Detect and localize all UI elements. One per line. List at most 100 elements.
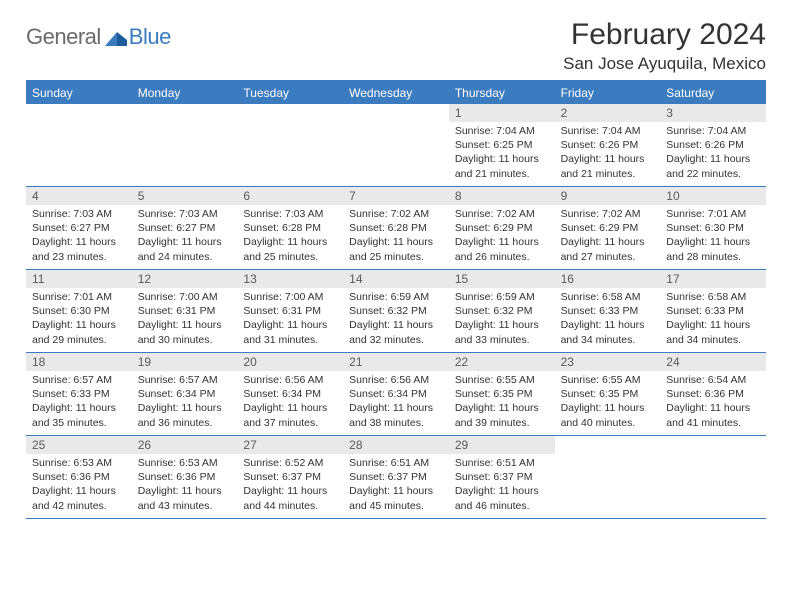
day-number: 14	[343, 270, 449, 288]
day-of-week-header: Sunday Monday Tuesday Wednesday Thursday…	[26, 82, 766, 104]
sunset-text: Sunset: 6:30 PM	[32, 304, 126, 318]
daylight-text: Daylight: 11 hours and 29 minutes.	[32, 318, 126, 346]
daylight-text: Daylight: 11 hours and 24 minutes.	[138, 235, 232, 263]
daylight-text: Daylight: 11 hours and 35 minutes.	[32, 401, 126, 429]
day-number: 20	[237, 353, 343, 371]
daylight-text: Daylight: 11 hours and 25 minutes.	[349, 235, 443, 263]
day-details: Sunrise: 7:00 AMSunset: 6:31 PMDaylight:…	[237, 288, 343, 351]
day-number: 15	[449, 270, 555, 288]
daylight-text: Daylight: 11 hours and 33 minutes.	[455, 318, 549, 346]
day-number: 9	[555, 187, 661, 205]
day-details: Sunrise: 6:57 AMSunset: 6:34 PMDaylight:…	[132, 371, 238, 434]
day-number: 8	[449, 187, 555, 205]
sunrise-text: Sunrise: 7:04 AM	[455, 124, 549, 138]
day-details: Sunrise: 7:04 AMSunset: 6:26 PMDaylight:…	[555, 122, 661, 185]
sunrise-text: Sunrise: 7:04 AM	[561, 124, 655, 138]
day-details: Sunrise: 7:04 AMSunset: 6:25 PMDaylight:…	[449, 122, 555, 185]
sunrise-text: Sunrise: 7:01 AM	[32, 290, 126, 304]
calendar-cell: 9Sunrise: 7:02 AMSunset: 6:29 PMDaylight…	[555, 187, 661, 269]
day-number: 4	[26, 187, 132, 205]
dow-thursday: Thursday	[449, 82, 555, 104]
calendar-cell: 2Sunrise: 7:04 AMSunset: 6:26 PMDaylight…	[555, 104, 661, 186]
calendar-cell: 25Sunrise: 6:53 AMSunset: 6:36 PMDayligh…	[26, 436, 132, 518]
sunset-text: Sunset: 6:28 PM	[243, 221, 337, 235]
calendar-cell-blank	[132, 104, 238, 186]
daylight-text: Daylight: 11 hours and 34 minutes.	[561, 318, 655, 346]
calendar-cell: 26Sunrise: 6:53 AMSunset: 6:36 PMDayligh…	[132, 436, 238, 518]
calendar-week: 11Sunrise: 7:01 AMSunset: 6:30 PMDayligh…	[26, 270, 766, 353]
day-details: Sunrise: 7:03 AMSunset: 6:27 PMDaylight:…	[132, 205, 238, 268]
sunrise-text: Sunrise: 7:00 AM	[138, 290, 232, 304]
day-number: 21	[343, 353, 449, 371]
day-number: 29	[449, 436, 555, 454]
day-details: Sunrise: 7:02 AMSunset: 6:28 PMDaylight:…	[343, 205, 449, 268]
sunset-text: Sunset: 6:34 PM	[243, 387, 337, 401]
sunset-text: Sunset: 6:35 PM	[561, 387, 655, 401]
sunrise-text: Sunrise: 6:57 AM	[138, 373, 232, 387]
daylight-text: Daylight: 11 hours and 31 minutes.	[243, 318, 337, 346]
calendar-cell-blank	[555, 436, 661, 518]
day-number: 12	[132, 270, 238, 288]
sunrise-text: Sunrise: 7:03 AM	[32, 207, 126, 221]
dow-wednesday: Wednesday	[343, 82, 449, 104]
daylight-text: Daylight: 11 hours and 36 minutes.	[138, 401, 232, 429]
day-details: Sunrise: 7:02 AMSunset: 6:29 PMDaylight:…	[449, 205, 555, 268]
page-title: February 2024	[563, 18, 766, 52]
sunset-text: Sunset: 6:36 PM	[138, 470, 232, 484]
day-details: Sunrise: 6:58 AMSunset: 6:33 PMDaylight:…	[555, 288, 661, 351]
calendar: Sunday Monday Tuesday Wednesday Thursday…	[26, 80, 766, 519]
day-details: Sunrise: 6:55 AMSunset: 6:35 PMDaylight:…	[555, 371, 661, 434]
sunrise-text: Sunrise: 6:56 AM	[243, 373, 337, 387]
sunrise-text: Sunrise: 7:00 AM	[243, 290, 337, 304]
sunrise-text: Sunrise: 6:53 AM	[32, 456, 126, 470]
day-number: 10	[660, 187, 766, 205]
calendar-cell: 27Sunrise: 6:52 AMSunset: 6:37 PMDayligh…	[237, 436, 343, 518]
dow-saturday: Saturday	[660, 82, 766, 104]
logo-text-blue: Blue	[129, 24, 171, 50]
calendar-cell: 24Sunrise: 6:54 AMSunset: 6:36 PMDayligh…	[660, 353, 766, 435]
sunset-text: Sunset: 6:33 PM	[561, 304, 655, 318]
day-details: Sunrise: 6:57 AMSunset: 6:33 PMDaylight:…	[26, 371, 132, 434]
daylight-text: Daylight: 11 hours and 22 minutes.	[666, 152, 760, 180]
sunrise-text: Sunrise: 6:52 AM	[243, 456, 337, 470]
calendar-cell: 12Sunrise: 7:00 AMSunset: 6:31 PMDayligh…	[132, 270, 238, 352]
daylight-text: Daylight: 11 hours and 44 minutes.	[243, 484, 337, 512]
sunset-text: Sunset: 6:27 PM	[138, 221, 232, 235]
day-details: Sunrise: 6:59 AMSunset: 6:32 PMDaylight:…	[449, 288, 555, 351]
daylight-text: Daylight: 11 hours and 32 minutes.	[349, 318, 443, 346]
daylight-text: Daylight: 11 hours and 34 minutes.	[666, 318, 760, 346]
calendar-week: 18Sunrise: 6:57 AMSunset: 6:33 PMDayligh…	[26, 353, 766, 436]
day-details: Sunrise: 6:54 AMSunset: 6:36 PMDaylight:…	[660, 371, 766, 434]
day-number: 2	[555, 104, 661, 122]
sunrise-text: Sunrise: 6:53 AM	[138, 456, 232, 470]
sunset-text: Sunset: 6:26 PM	[561, 138, 655, 152]
calendar-cell: 6Sunrise: 7:03 AMSunset: 6:28 PMDaylight…	[237, 187, 343, 269]
header-right: February 2024 San Jose Ayuquila, Mexico	[563, 18, 766, 74]
sunset-text: Sunset: 6:34 PM	[138, 387, 232, 401]
day-number: 27	[237, 436, 343, 454]
daylight-text: Daylight: 11 hours and 27 minutes.	[561, 235, 655, 263]
daylight-text: Daylight: 11 hours and 37 minutes.	[243, 401, 337, 429]
day-number: 28	[343, 436, 449, 454]
calendar-cell: 13Sunrise: 7:00 AMSunset: 6:31 PMDayligh…	[237, 270, 343, 352]
day-details: Sunrise: 7:02 AMSunset: 6:29 PMDaylight:…	[555, 205, 661, 268]
daylight-text: Daylight: 11 hours and 45 minutes.	[349, 484, 443, 512]
sunset-text: Sunset: 6:32 PM	[349, 304, 443, 318]
sunrise-text: Sunrise: 6:55 AM	[455, 373, 549, 387]
day-details: Sunrise: 6:53 AMSunset: 6:36 PMDaylight:…	[26, 454, 132, 517]
calendar-cell: 29Sunrise: 6:51 AMSunset: 6:37 PMDayligh…	[449, 436, 555, 518]
day-details: Sunrise: 7:03 AMSunset: 6:27 PMDaylight:…	[26, 205, 132, 268]
sunrise-text: Sunrise: 7:04 AM	[666, 124, 760, 138]
sunset-text: Sunset: 6:37 PM	[455, 470, 549, 484]
calendar-cell: 28Sunrise: 6:51 AMSunset: 6:37 PMDayligh…	[343, 436, 449, 518]
day-details: Sunrise: 7:04 AMSunset: 6:26 PMDaylight:…	[660, 122, 766, 185]
sunrise-text: Sunrise: 7:01 AM	[666, 207, 760, 221]
sunset-text: Sunset: 6:29 PM	[561, 221, 655, 235]
sunset-text: Sunset: 6:31 PM	[243, 304, 337, 318]
sunset-text: Sunset: 6:30 PM	[666, 221, 760, 235]
calendar-cell: 3Sunrise: 7:04 AMSunset: 6:26 PMDaylight…	[660, 104, 766, 186]
day-number: 18	[26, 353, 132, 371]
day-number: 22	[449, 353, 555, 371]
calendar-cell: 19Sunrise: 6:57 AMSunset: 6:34 PMDayligh…	[132, 353, 238, 435]
sunrise-text: Sunrise: 6:54 AM	[666, 373, 760, 387]
